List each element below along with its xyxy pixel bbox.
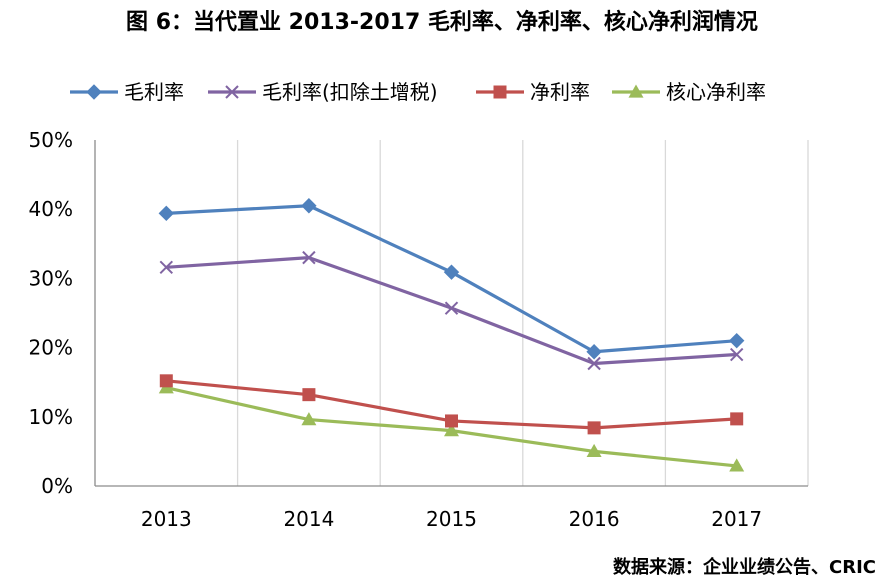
x-tick-label: 2014 [283,507,334,531]
data-point-diamond [728,332,745,349]
y-tick-label: 40% [29,197,73,221]
data-point-x [444,301,459,315]
data-point-x [225,85,239,99]
legend-label: 净利率 [530,80,590,104]
data-point-square [587,421,601,435]
axis-layer: 0% 10% 20% 30% 40% 50% 2013 2014 2015 2016 2017 [29,128,808,531]
data-point-x [159,260,174,275]
data-point-triangle [301,412,317,426]
x-tick-label: 2013 [141,507,192,531]
y-tick-label: 30% [29,266,73,290]
y-tick-label: 50% [29,128,73,152]
legend-item: 净利率 [476,80,590,104]
legend-label: 毛利率 [124,80,184,104]
x-tick-label: 2016 [569,507,620,531]
chart-title: 图 6：当代置业 2013-2017 毛利率、净利率、核心净利润情况 [126,10,758,35]
legend-item: 毛利率 [70,80,184,104]
legend: 毛利率 毛利率(扣除土增税) 净利率 核心净利率 [70,80,766,104]
data-point-diamond [86,84,102,100]
data-point-diamond [158,205,175,222]
data-point-diamond [586,344,602,360]
data-point-diamond [443,264,460,280]
series-layer [158,198,745,472]
x-tick-label: 2015 [426,507,477,531]
data-point-square [493,85,507,99]
data-point-square [730,412,744,426]
data-point-x [587,356,601,371]
legend-label: 核心净利率 [666,80,766,104]
data-point-x [729,347,744,362]
data-point-diamond [301,198,317,214]
x-tick-label: 2017 [711,507,762,531]
data-point-x [302,250,316,265]
data-point-triangle [628,84,644,98]
y-tick-label: 0% [41,474,73,498]
data-point-triangle [729,458,745,472]
legend-item: 毛利率(扣除土增税) [208,80,438,104]
data-point-triangle [586,443,602,458]
data-point-square [159,374,173,388]
legend-label: 毛利率(扣除土增税) [262,80,438,104]
y-tick-label: 20% [29,336,73,360]
legend-item: 核心净利率 [612,80,766,104]
series-1 [158,198,745,360]
data-point-square [445,414,458,428]
source-note: 数据来源：企业业绩公告、CRIC [613,557,876,578]
data-point-triangle [444,423,459,437]
data-point-square [302,388,316,402]
y-tick-label: 10% [29,405,73,429]
series-2 [159,250,744,371]
series-3 [159,374,744,435]
